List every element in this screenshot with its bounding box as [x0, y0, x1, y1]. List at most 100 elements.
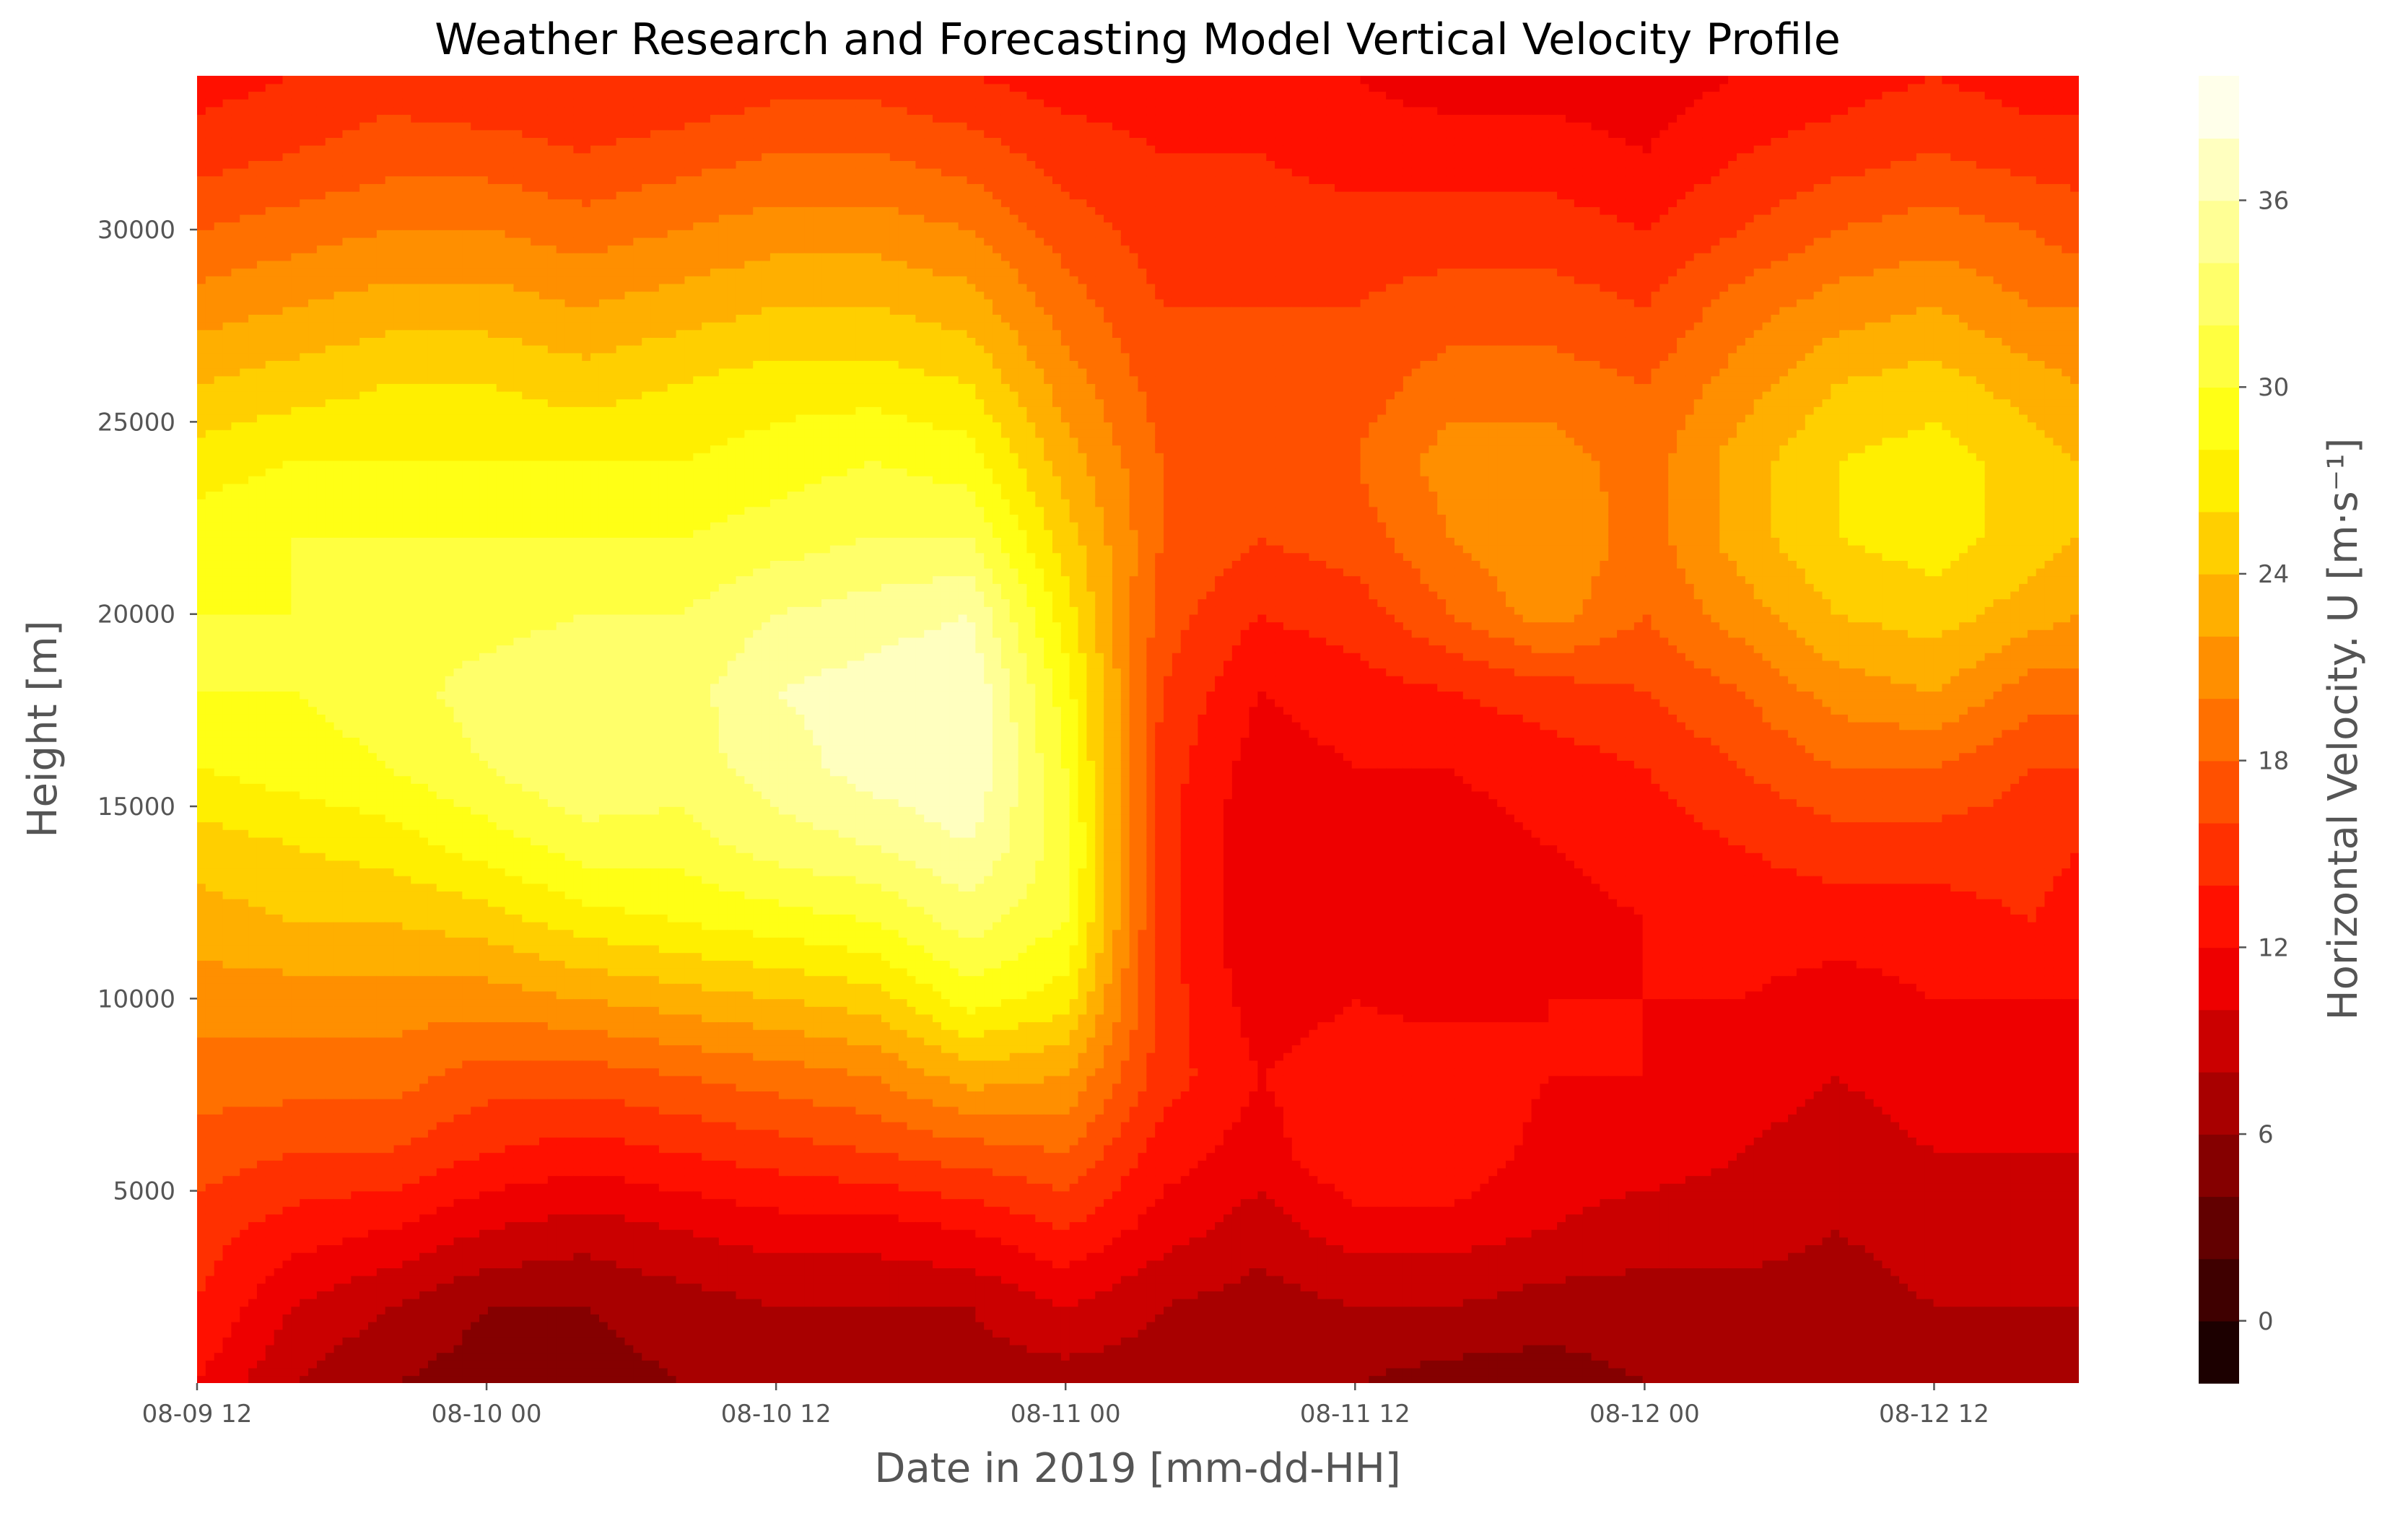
- contour-cell: [265, 245, 275, 253]
- contour-cell: [274, 498, 284, 507]
- contour-cell: [411, 1083, 420, 1091]
- contour-cell: [359, 721, 369, 731]
- contour-cell: [419, 1075, 429, 1084]
- contour-cell: [197, 352, 206, 361]
- contour-cell: [291, 760, 300, 769]
- contour-cell: [205, 206, 215, 215]
- contour-cell: [248, 637, 258, 646]
- contour-cell: [248, 1167, 258, 1177]
- contour-cell: [385, 506, 395, 515]
- contour-cell: [248, 1213, 258, 1223]
- contour-cell: [316, 191, 326, 200]
- contour-cell: [282, 298, 292, 308]
- contour-cell: [240, 714, 249, 723]
- contour-cell: [248, 329, 258, 338]
- contour-cell: [308, 114, 318, 123]
- contour-cell: [248, 929, 258, 938]
- contour-cell: [385, 944, 395, 954]
- contour-cell: [308, 906, 318, 915]
- contour-cell: [265, 314, 275, 323]
- contour-cell: [411, 1098, 420, 1107]
- contour-cell: [291, 744, 300, 754]
- contour-cell: [316, 790, 326, 800]
- contour-cell: [333, 698, 344, 707]
- contour-cell: [300, 1205, 309, 1215]
- contour-cell: [436, 475, 446, 484]
- contour-cell: [419, 760, 429, 769]
- contour-cell: [376, 391, 386, 400]
- contour-cell: [402, 614, 412, 623]
- contour-cell: [325, 337, 335, 346]
- contour-cell: [300, 1052, 309, 1061]
- contour-cell: [325, 898, 335, 907]
- contour-cell: [222, 590, 232, 600]
- contour-cell: [351, 875, 360, 884]
- contour-cell: [333, 160, 344, 169]
- contour-cell: [402, 152, 412, 161]
- contour-cell: [197, 944, 206, 954]
- contour-cell: [274, 329, 284, 338]
- contour-cell: [436, 1160, 446, 1169]
- contour-cell: [222, 106, 232, 115]
- contour-cell: [402, 744, 412, 754]
- contour-cell: [240, 683, 249, 692]
- contour-cell: [316, 883, 326, 892]
- contour-cell: [256, 798, 266, 807]
- contour-cell: [393, 1367, 403, 1377]
- contour-cell: [248, 245, 258, 253]
- contour-cell: [240, 383, 249, 392]
- contour-cell: [240, 106, 249, 115]
- contour-cell: [385, 1037, 395, 1046]
- contour-cell: [445, 1045, 455, 1053]
- contour-cell: [419, 622, 429, 630]
- contour-cell: [427, 452, 437, 461]
- contour-cell: [385, 437, 395, 446]
- contour-cell: [282, 344, 292, 354]
- contour-cell: [274, 152, 284, 161]
- contour-cell: [197, 1244, 206, 1253]
- contour-cell: [351, 214, 360, 223]
- contour-cell: [393, 1213, 403, 1223]
- contour-cell: [274, 914, 284, 923]
- contour-cell: [282, 1137, 292, 1146]
- contour-cell: [291, 1114, 300, 1122]
- contour-cell: [231, 645, 241, 653]
- contour-cell: [333, 637, 344, 646]
- contour-cell: [325, 1298, 335, 1307]
- contour-cell: [274, 1283, 284, 1291]
- contour-cell: [427, 937, 437, 946]
- contour-cell: [300, 437, 309, 446]
- contour-cell: [427, 967, 437, 977]
- contour-cell: [248, 1114, 258, 1122]
- contour-cell: [385, 129, 395, 139]
- contour-cell: [333, 222, 344, 230]
- contour-cell: [222, 1367, 232, 1377]
- contour-cell: [300, 960, 309, 969]
- contour-cell: [385, 767, 395, 777]
- contour-cell: [291, 891, 300, 899]
- contour-cell: [214, 575, 224, 584]
- contour-cell: [342, 360, 352, 369]
- contour-cell: [256, 460, 266, 469]
- contour-cell: [325, 952, 335, 961]
- contour-cell: [197, 329, 206, 338]
- contour-cell: [385, 275, 395, 284]
- contour-cell: [291, 314, 300, 323]
- contour-cell: [308, 1213, 318, 1223]
- contour-cell: [300, 521, 309, 531]
- contour-cell: [248, 106, 258, 115]
- contour-cell: [351, 1052, 360, 1061]
- contour-cell: [402, 860, 412, 869]
- contour-cell: [256, 1260, 266, 1268]
- contour-cell: [291, 1244, 300, 1253]
- contour-cell: [231, 960, 241, 969]
- contour-cell: [427, 253, 437, 261]
- contour-cell: [222, 614, 232, 623]
- contour-cell: [351, 760, 360, 769]
- contour-cell: [214, 1183, 224, 1192]
- contour-cell: [419, 729, 429, 738]
- contour-cell: [393, 1175, 403, 1184]
- contour-cell: [385, 1298, 395, 1307]
- contour-cell: [274, 160, 284, 169]
- contour-cell: [291, 567, 300, 577]
